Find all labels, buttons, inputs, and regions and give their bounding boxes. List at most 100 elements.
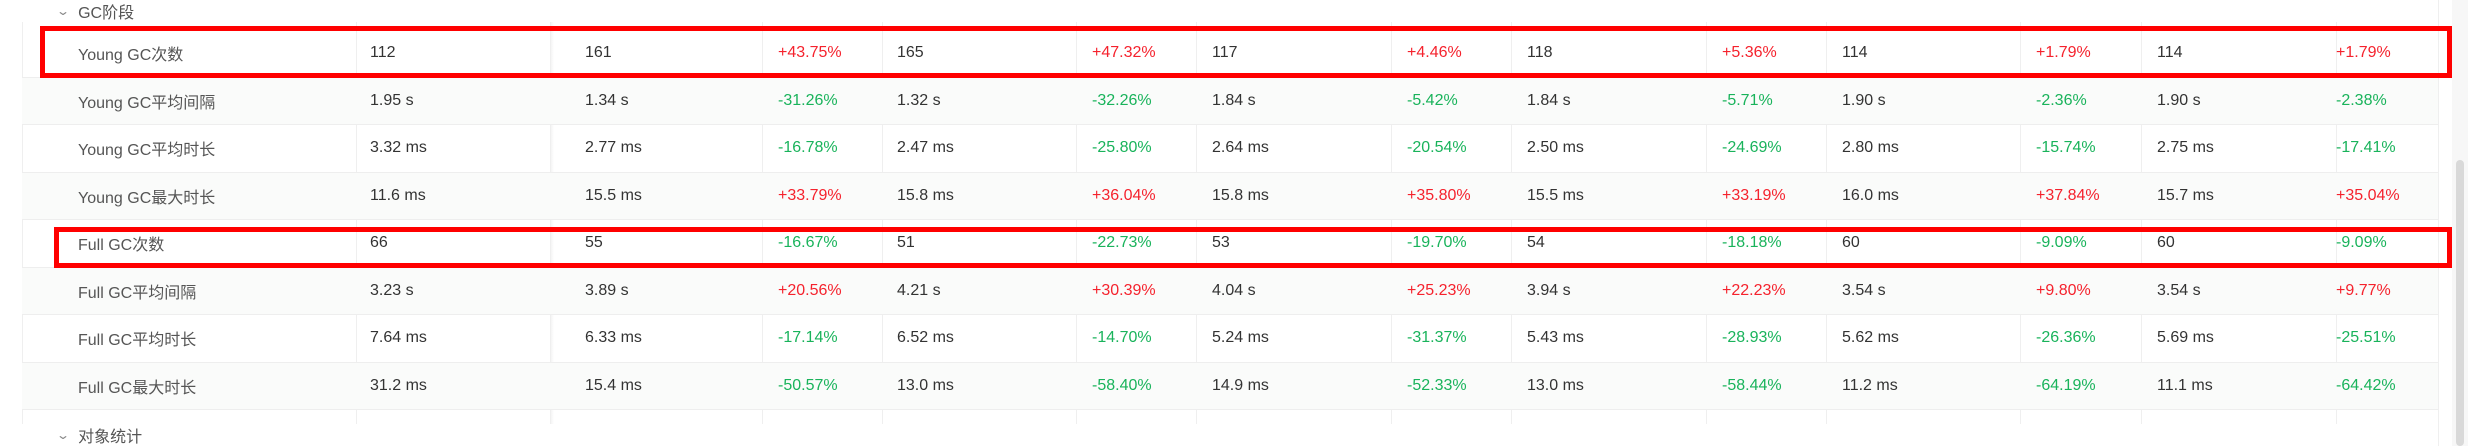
change-percent-cell: +9.80%: [2036, 281, 2091, 299]
change-percent-cell: +33.19%: [1722, 186, 1786, 204]
value-cell: 1.90 s: [1842, 91, 1886, 109]
column-divider: [2438, 0, 2439, 446]
value-cell: 60: [1842, 234, 1860, 252]
value-cell: 165: [897, 44, 924, 62]
change-percent-cell: -16.67%: [778, 234, 838, 252]
table-row: Young GC最大时长 11.6 ms 15.5 ms +33.79% 15.8 ms…: [22, 172, 2438, 220]
value-cell: 11.6 ms: [370, 186, 426, 204]
row-metric-name: Full GC最大时长: [78, 379, 197, 397]
value-cell: 51: [897, 234, 915, 252]
change-percent-cell: -25.80%: [1092, 139, 1152, 157]
change-percent-cell: -64.42%: [2336, 376, 2396, 394]
change-percent-cell: +30.39%: [1092, 281, 1156, 299]
change-percent-cell: +33.79%: [778, 186, 842, 204]
value-cell: 1.84 s: [1527, 91, 1571, 109]
change-percent-cell: +9.77%: [2336, 281, 2391, 299]
value-cell: 13.0 ms: [897, 376, 954, 394]
group-toggle-objects[interactable]: ⌄ 对象统计: [56, 424, 143, 446]
value-cell: 1.95 s: [370, 91, 414, 109]
change-percent-cell: -52.33%: [1407, 376, 1467, 394]
chevron-down-icon: ⌄: [55, 4, 71, 18]
table-row: Young GC次数 112 161 +43.75% 165 +47.32% 117 +4.4…: [22, 30, 2438, 78]
value-cell: 53: [1212, 234, 1230, 252]
change-percent-cell: +35.80%: [1407, 186, 1471, 204]
table-row: Full GC次数 66 55 -16.67% 51 -22.73% 53 -19.70% 54…: [22, 220, 2438, 268]
value-cell: 14.9 ms: [1212, 376, 1269, 394]
change-percent-cell: +47.32%: [1092, 44, 1156, 62]
value-cell: 3.54 s: [1842, 281, 1886, 299]
column-divider: [2020, 0, 2021, 446]
change-percent-cell: -9.09%: [2036, 234, 2087, 252]
value-cell: 15.5 ms: [585, 186, 642, 204]
group-row-objects[interactable]: ⌄ 对象统计: [22, 424, 2438, 446]
value-cell: 1.32 s: [897, 91, 941, 109]
group-label-objects: 对象统计: [78, 429, 143, 446]
row-metric-name: Young GC平均时长: [78, 142, 216, 160]
column-divider: [2336, 0, 2337, 446]
table-row: Full GC平均时长 7.64 ms 6.33 ms -17.14% 6.52 ms -…: [22, 315, 2438, 363]
value-cell: 4.04 s: [1212, 281, 1256, 299]
value-cell: 1.34 s: [585, 91, 629, 109]
change-percent-cell: -15.74%: [2036, 139, 2096, 157]
group-label-gc: GC阶段: [78, 5, 135, 22]
value-cell: 6.33 ms: [585, 329, 642, 347]
value-cell: 5.69 ms: [2157, 329, 2214, 347]
column-divider: [356, 0, 357, 446]
change-percent-cell: +1.79%: [2336, 44, 2391, 62]
column-divider: [1511, 0, 1512, 446]
value-cell: 54: [1527, 234, 1545, 252]
value-cell: 15.8 ms: [897, 186, 954, 204]
value-cell: 15.7 ms: [2157, 186, 2214, 204]
row-metric-name: Full GC平均间隔: [78, 284, 197, 302]
change-percent-cell: +25.23%: [1407, 281, 1471, 299]
change-percent-cell: -32.26%: [1092, 91, 1152, 109]
change-percent-cell: -64.19%: [2036, 376, 2096, 394]
value-cell: 1.84 s: [1212, 91, 1256, 109]
change-percent-cell: +22.23%: [1722, 281, 1786, 299]
change-percent-cell: -31.37%: [1407, 329, 1467, 347]
value-cell: 118: [1527, 44, 1553, 62]
table-row: Full GC最大时长 31.2 ms 15.4 ms -50.57% 13.0 ms -…: [22, 362, 2438, 410]
row-metric-name: Full GC平均时长: [78, 332, 197, 350]
group-toggle-gc[interactable]: ⌄ GC阶段: [55, 0, 135, 22]
group-row-gc[interactable]: ⌄ GC阶段: [22, 0, 2438, 22]
change-percent-cell: -9.09%: [2336, 234, 2387, 252]
value-cell: 7.64 ms: [370, 329, 427, 347]
value-cell: 2.64 ms: [1212, 139, 1269, 157]
value-cell: 4.21 s: [897, 281, 941, 299]
change-percent-cell: +20.56%: [778, 281, 842, 299]
value-cell: 117: [1212, 44, 1238, 62]
column-divider: [2141, 0, 2142, 446]
change-percent-cell: -50.57%: [778, 376, 838, 394]
change-percent-cell: -2.36%: [2036, 91, 2087, 109]
change-percent-cell: -2.38%: [2336, 91, 2387, 109]
value-cell: 13.0 ms: [1527, 376, 1584, 394]
change-percent-cell: -16.78%: [778, 139, 838, 157]
value-cell: 5.62 ms: [1842, 329, 1899, 347]
scrollbar-thumb[interactable]: [2456, 160, 2464, 446]
value-cell: 15.8 ms: [1212, 186, 1269, 204]
row-metric-name: Young GC次数: [78, 47, 184, 65]
change-percent-cell: -58.40%: [1092, 376, 1152, 394]
change-percent-cell: +37.84%: [2036, 186, 2100, 204]
change-percent-cell: +36.04%: [1092, 186, 1156, 204]
value-cell: 2.47 ms: [897, 139, 954, 157]
column-divider: [1196, 0, 1197, 446]
value-cell: 11.1 ms: [2157, 376, 2213, 394]
change-percent-cell: +35.04%: [2336, 186, 2400, 204]
value-cell: 2.77 ms: [585, 139, 642, 157]
column-divider: [762, 0, 763, 446]
column-divider: [882, 0, 883, 446]
value-cell: 114: [1842, 44, 1868, 62]
change-percent-cell: -58.44%: [1722, 376, 1782, 394]
row-metric-name: Full GC次数: [78, 237, 165, 255]
change-percent-cell: +5.36%: [1722, 44, 1777, 62]
value-cell: 112: [370, 44, 396, 62]
value-cell: 114: [2157, 44, 2183, 62]
value-cell: 2.50 ms: [1527, 139, 1584, 157]
value-cell: 15.5 ms: [1527, 186, 1584, 204]
column-divider: [1391, 0, 1392, 446]
value-cell: 6.52 ms: [897, 329, 954, 347]
value-cell: 55: [585, 234, 603, 252]
